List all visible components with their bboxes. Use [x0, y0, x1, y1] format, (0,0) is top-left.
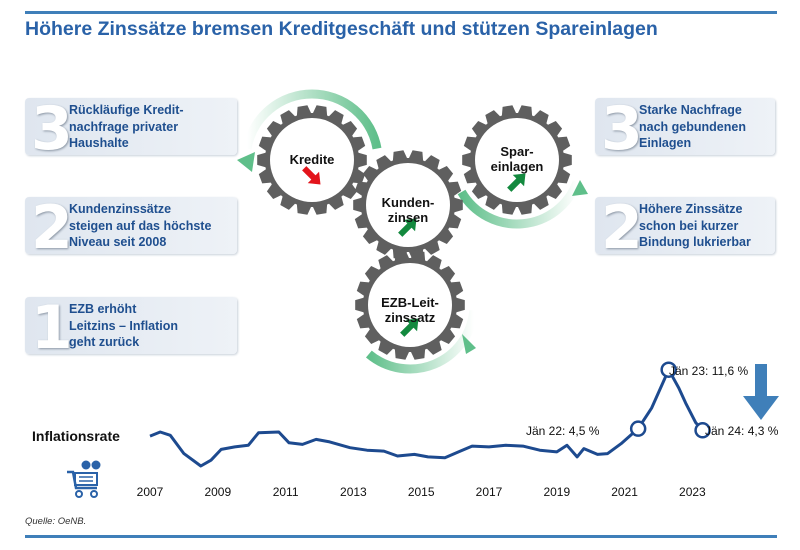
gear-label-spareinlagen: Spar- einlagen	[490, 144, 544, 174]
arrow-up-right-icon	[507, 173, 526, 192]
box-text: Höhere Zinssätze schon bei kurzer Bindun…	[639, 202, 751, 249]
annotation-jan24: Jän 24: 4,3 %	[705, 424, 779, 438]
box-number: 3	[31, 94, 73, 164]
annotation-marker	[660, 361, 677, 378]
inflation-line	[149, 368, 704, 468]
gear-ezb-leitzinssatz	[355, 250, 465, 360]
right-box-3: 3 Starke Nachfrage nach gebundenen Einlag…	[595, 94, 775, 164]
x-tick-label: 2011	[272, 485, 299, 499]
page-title: Höhere Zinssätze bremsen Kreditgeschäft …	[25, 18, 658, 40]
box-text: EZB erhöht Leitzins – Inflation geht zur…	[69, 302, 179, 349]
trend-down-arrow	[743, 364, 779, 420]
gear-kundenzinsen	[353, 150, 463, 260]
annotation-jan23: Jän 23: 11,6 %	[669, 364, 749, 378]
rotation-arrowhead	[572, 180, 588, 196]
x-tick-label: 2015	[407, 485, 435, 499]
x-tick-label: 2023	[679, 485, 706, 499]
box-number: 1	[31, 293, 73, 363]
x-tick-label: 2019	[543, 485, 571, 499]
x-tick-label: 2017	[475, 485, 503, 499]
rotation-arrow	[365, 310, 479, 374]
x-tick-label: 2013	[340, 485, 367, 499]
bottom-rule	[25, 535, 777, 538]
x-tick-label: 2021	[611, 485, 638, 499]
x-tick-label: 2009	[204, 485, 232, 499]
arrow-up-right-icon	[400, 318, 419, 337]
shopping-cart-icon	[67, 460, 101, 498]
rotation-arrow	[457, 180, 582, 229]
gear-spareinlagen	[462, 105, 572, 215]
annotation-jan22: Jän 22: 4,5 %	[526, 424, 600, 438]
left-box-3: 3 Rückläufige Kredit- nachfrage privater …	[25, 94, 237, 164]
top-rule	[25, 11, 777, 14]
gear-label-kredite: Kredite	[289, 152, 335, 167]
rotation-arrowhead	[462, 334, 476, 354]
rotation-arrowhead	[237, 152, 255, 172]
box-text: Rückläufige Kredit- nachfrage privater H…	[69, 103, 184, 150]
arrow-up-right-icon	[398, 218, 417, 237]
box-number: 3	[601, 94, 643, 164]
box-number: 2	[601, 193, 643, 263]
source-note: Quelle: OeNB.	[25, 516, 87, 527]
arrow-down-right-icon	[302, 166, 321, 185]
box-text: Kundenzinssätze steigen auf das höchste …	[69, 202, 212, 249]
gear-label-ezb-leitzinssatz: EZB-Leit- zinssatz	[381, 295, 439, 325]
gear-kredite	[257, 105, 367, 215]
box-number: 2	[31, 193, 73, 263]
annotation-marker	[629, 420, 647, 437]
annotation-marker	[694, 422, 711, 439]
rotation-arrow	[242, 89, 382, 150]
right-box-2: 2 Höhere Zinssätze schon bei kurzer Bindu…	[595, 193, 775, 263]
left-box-1: 1 EZB erhöht Leitzins – Inflation geht zu…	[25, 293, 237, 363]
box-text: Starke Nachfrage nach gebundenen Einlage…	[639, 103, 746, 150]
gear-label-kundenzinsen: Kunden- zinsen	[381, 195, 435, 225]
left-box-2: 2 Kundenzinssätze steigen auf das höchste…	[25, 193, 237, 263]
chart-title: Inflationsrate	[32, 428, 120, 444]
x-tick-label: 2007	[136, 485, 164, 499]
